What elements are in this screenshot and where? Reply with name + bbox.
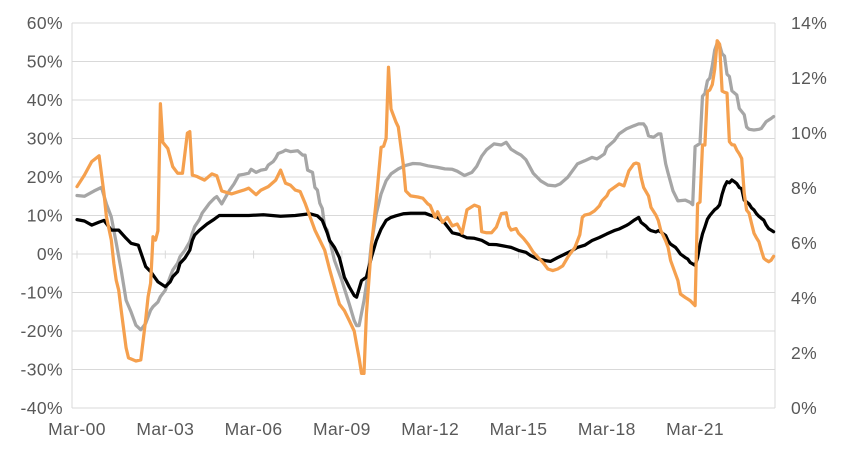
right-axis-tick-label: 8% [791, 178, 817, 198]
right-axis-tick-label: 12% [791, 68, 827, 88]
right-axis-tick-label: 0% [791, 398, 817, 418]
left-axis-tick-label: -20% [21, 321, 63, 341]
gray-series [75, 41, 776, 332]
left-axis-tick-label: 20% [27, 167, 63, 187]
x-axis-tick-label: Mar-12 [401, 419, 459, 439]
right-axis-tick-label: 4% [791, 288, 817, 308]
black-series [75, 178, 776, 299]
x-axis-tick-label: Mar-06 [225, 419, 283, 439]
left-axis-tick-label: -40% [21, 398, 63, 418]
x-axis-tick-label: Mar-18 [578, 419, 636, 439]
orange-series [75, 39, 776, 376]
x-axis-tick-label: Mar-03 [136, 419, 194, 439]
left-axis-tick-label: -30% [21, 360, 63, 380]
x-axis-tick-label: Mar-09 [313, 419, 371, 439]
left-axis-tick-label: 50% [27, 52, 63, 72]
right-axis-tick-label: 10% [791, 123, 827, 143]
left-axis-tick-label: 30% [27, 129, 63, 149]
left-axis-tick-label: 60% [27, 13, 63, 33]
x-axis-tick-label: Mar-15 [490, 419, 548, 439]
x-axis-tick-label: Mar-00 [48, 419, 106, 439]
left-axis-tick-label: -10% [21, 283, 63, 303]
right-axis-tick-label: 2% [791, 343, 817, 363]
left-axis-tick-label: 40% [27, 90, 63, 110]
left-axis-tick-label: 0% [37, 244, 63, 264]
left-axis-tick-label: 10% [27, 206, 63, 226]
right-axis-tick-label: 14% [791, 13, 827, 33]
right-axis-tick-label: 6% [791, 233, 817, 253]
x-axis-tick-label: Mar-21 [666, 419, 724, 439]
